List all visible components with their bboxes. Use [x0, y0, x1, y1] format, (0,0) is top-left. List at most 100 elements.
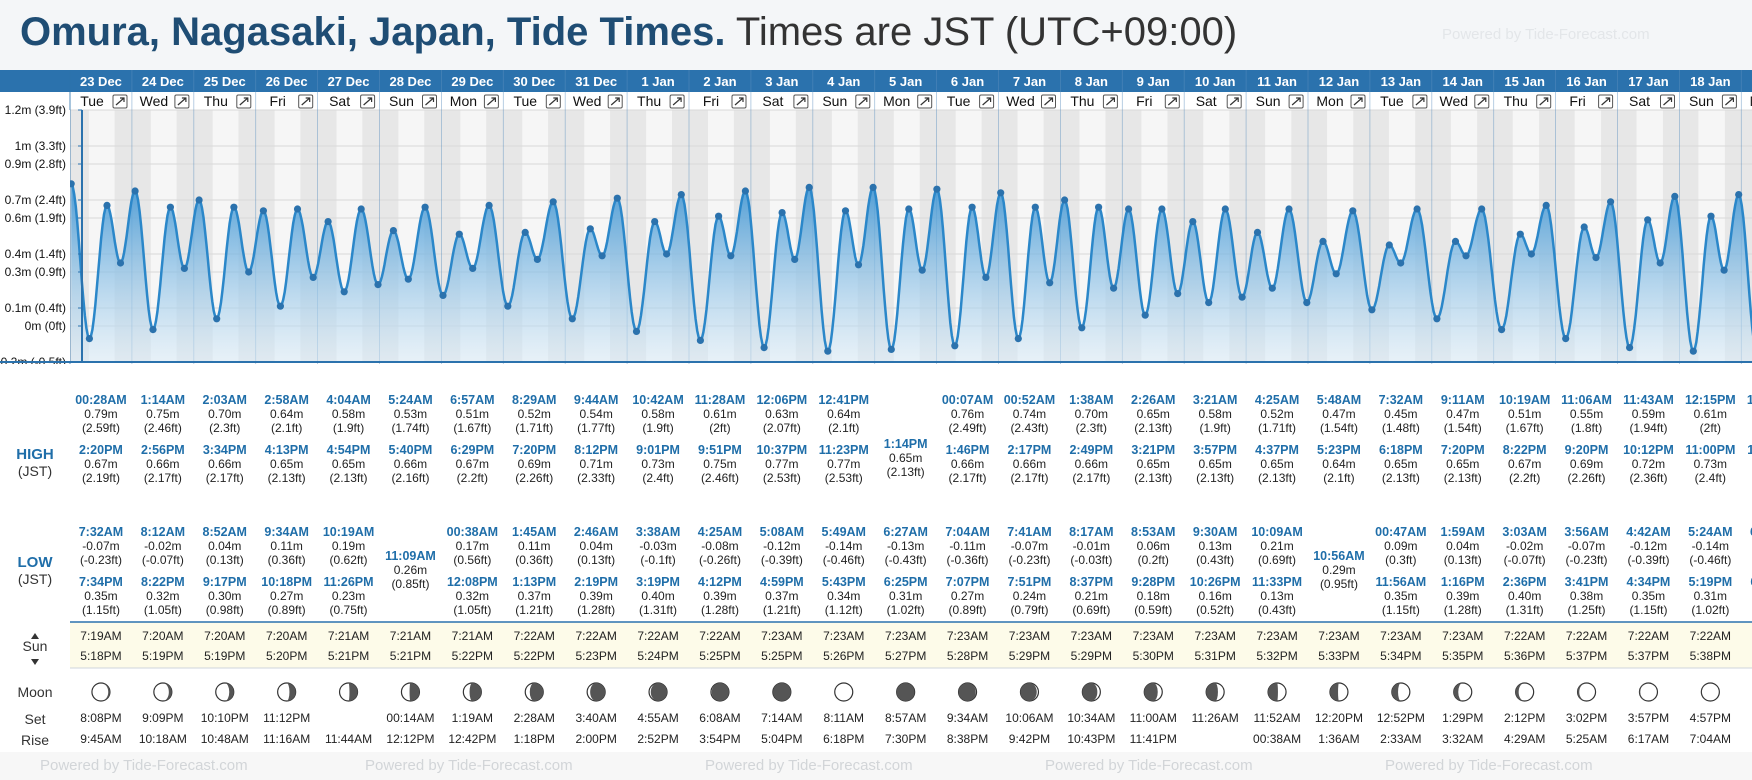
tide-point[interactable]	[968, 203, 976, 211]
tide-point[interactable]	[918, 266, 926, 274]
tide-point[interactable]	[1516, 230, 1524, 238]
tide-point[interactable]	[1268, 284, 1276, 292]
tide-point[interactable]	[651, 218, 659, 226]
tide-point[interactable]	[677, 191, 685, 199]
tide-point[interactable]	[982, 273, 990, 281]
tide-point[interactable]	[259, 207, 267, 215]
tide-point[interactable]	[905, 205, 913, 213]
tide-point[interactable]	[1078, 324, 1086, 332]
tide-point[interactable]	[1303, 299, 1311, 307]
tide-point[interactable]	[715, 212, 723, 220]
tide-point[interactable]	[1141, 311, 1149, 319]
tide-point[interactable]	[1221, 205, 1229, 213]
tide-point[interactable]	[1707, 212, 1715, 220]
tide-point[interactable]	[1319, 237, 1327, 245]
tide-point[interactable]	[760, 344, 768, 352]
tide-point[interactable]	[1158, 205, 1166, 213]
tide-point[interactable]	[389, 227, 397, 235]
tide-point[interactable]	[324, 218, 332, 226]
tide-point[interactable]	[778, 209, 786, 217]
tide-point[interactable]	[195, 196, 203, 204]
tide-point[interactable]	[586, 225, 594, 233]
tide-point[interactable]	[727, 252, 735, 260]
tide-point[interactable]	[805, 183, 813, 191]
tide-point[interactable]	[116, 259, 125, 267]
tide-point[interactable]	[1580, 223, 1588, 231]
tide-point[interactable]	[455, 230, 463, 238]
tide-point[interactable]	[549, 198, 557, 206]
tide-point[interactable]	[1498, 326, 1506, 334]
tide-point[interactable]	[1644, 216, 1652, 224]
tide-point[interactable]	[213, 315, 221, 323]
tide-point[interactable]	[1189, 218, 1197, 226]
tide-point[interactable]	[598, 252, 606, 260]
tide-point[interactable]	[1368, 306, 1376, 314]
tide-point[interactable]	[340, 288, 348, 296]
tide-point[interactable]	[245, 268, 253, 276]
tide-point[interactable]	[357, 205, 365, 213]
tide-point[interactable]	[504, 302, 512, 310]
tide-point[interactable]	[1349, 207, 1357, 215]
tide-point[interactable]	[1174, 290, 1182, 298]
tide-point[interactable]	[1095, 203, 1103, 211]
tide-point[interactable]	[439, 291, 447, 299]
tide-point[interactable]	[663, 250, 671, 258]
tide-point[interactable]	[951, 342, 959, 350]
tide-point[interactable]	[521, 228, 529, 236]
tide-point[interactable]	[1527, 250, 1535, 258]
tide-point[interactable]	[1735, 191, 1743, 199]
tide-point[interactable]	[293, 205, 302, 213]
tide-point[interactable]	[1626, 344, 1634, 352]
tide-point[interactable]	[696, 336, 705, 344]
tide-point[interactable]	[1656, 259, 1664, 267]
tide-point[interactable]	[824, 347, 832, 355]
tide-point[interactable]	[1031, 203, 1039, 211]
tide-point[interactable]	[1014, 335, 1022, 343]
tide-point[interactable]	[1562, 335, 1570, 343]
tide-point[interactable]	[1413, 205, 1421, 213]
tide-point[interactable]	[841, 207, 850, 215]
tide-point[interactable]	[149, 326, 157, 334]
tide-point[interactable]	[997, 189, 1005, 197]
tide-point[interactable]	[1478, 205, 1486, 213]
tide-point[interactable]	[1332, 270, 1340, 278]
tide-point[interactable]	[103, 201, 111, 209]
tide-point[interactable]	[1238, 293, 1246, 301]
tide-point[interactable]	[1592, 254, 1600, 262]
tide-point[interactable]	[1607, 198, 1615, 206]
tide-point[interactable]	[230, 203, 238, 211]
tide-point[interactable]	[309, 273, 317, 281]
tide-point[interactable]	[1253, 228, 1262, 236]
tide-point[interactable]	[613, 194, 621, 202]
tide-point[interactable]	[741, 187, 750, 195]
tide-point[interactable]	[632, 327, 641, 335]
tide-point[interactable]	[791, 255, 799, 263]
tide-point[interactable]	[1061, 196, 1069, 204]
tide-point[interactable]	[1205, 299, 1213, 307]
tide-point[interactable]	[1110, 284, 1118, 292]
tide-point[interactable]	[854, 261, 863, 269]
tide-point[interactable]	[1046, 279, 1054, 287]
tide-point[interactable]	[1285, 205, 1293, 213]
tide-point[interactable]	[421, 203, 429, 211]
tide-point[interactable]	[869, 183, 877, 191]
tide-point[interactable]	[1385, 241, 1393, 249]
tide-point[interactable]	[568, 315, 576, 323]
tide-point[interactable]	[1720, 266, 1728, 274]
tide-point[interactable]	[1689, 347, 1697, 355]
tide-point[interactable]	[1433, 315, 1441, 323]
tide-point[interactable]	[404, 275, 412, 283]
tide-point[interactable]	[166, 203, 174, 211]
tide-point[interactable]	[533, 255, 542, 263]
tide-point[interactable]	[131, 187, 139, 195]
tide-point[interactable]	[933, 185, 941, 193]
tide-point[interactable]	[1397, 259, 1405, 267]
tide-point[interactable]	[1671, 192, 1679, 200]
tide-point[interactable]	[85, 335, 93, 343]
tide-point[interactable]	[180, 264, 188, 272]
tide-point[interactable]	[276, 302, 284, 310]
tide-point[interactable]	[485, 201, 493, 209]
tide-point[interactable]	[1125, 205, 1133, 213]
tide-point[interactable]	[887, 345, 895, 353]
tide-point[interactable]	[1451, 237, 1460, 245]
